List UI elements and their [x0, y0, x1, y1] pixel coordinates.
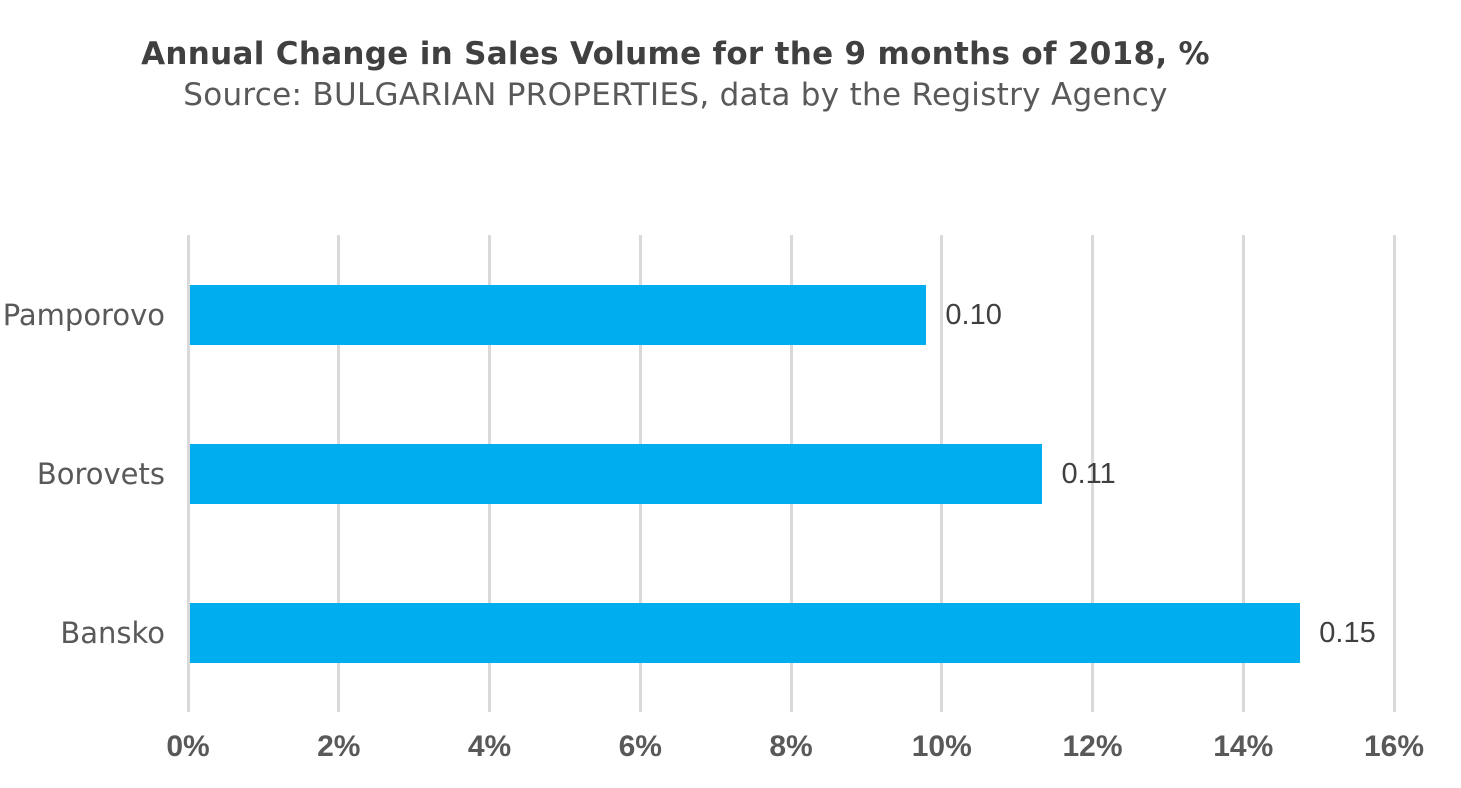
x-tick-label: 8%: [769, 730, 813, 763]
category-label: Borovets: [36, 456, 165, 491]
plot-area: [186, 235, 1396, 712]
x-tick-label: 2%: [317, 730, 361, 763]
x-tick-label: 4%: [467, 730, 512, 763]
y-axis-line: [186, 235, 190, 712]
gridline: [1091, 235, 1094, 712]
gridline: [1241, 235, 1245, 712]
x-tick-label: 0%: [166, 730, 210, 763]
x-tick-label: 16%: [1363, 730, 1425, 763]
x-tick-label: 6%: [618, 730, 662, 763]
chart-title: Annual Change in Sales Volume for the 9 …: [141, 36, 1210, 72]
data-label: 0.15: [1319, 616, 1376, 649]
gridline: [1392, 235, 1396, 712]
bar-borovets: [190, 443, 1043, 504]
bar-bansko: [190, 602, 1301, 663]
bar-pamporovo: [190, 284, 927, 345]
category-label: Bansko: [60, 615, 165, 650]
chart-subtitle: Source: BULGARIAN PROPERTIES, data by th…: [183, 77, 1168, 113]
x-tick-label: 10%: [911, 730, 972, 763]
data-label: 0.10: [945, 298, 1002, 331]
x-tick-label: 12%: [1062, 730, 1123, 763]
x-tick-label: 14%: [1213, 730, 1274, 763]
category-label: Pamporovo: [2, 297, 165, 332]
data-label: 0.11: [1061, 457, 1116, 490]
